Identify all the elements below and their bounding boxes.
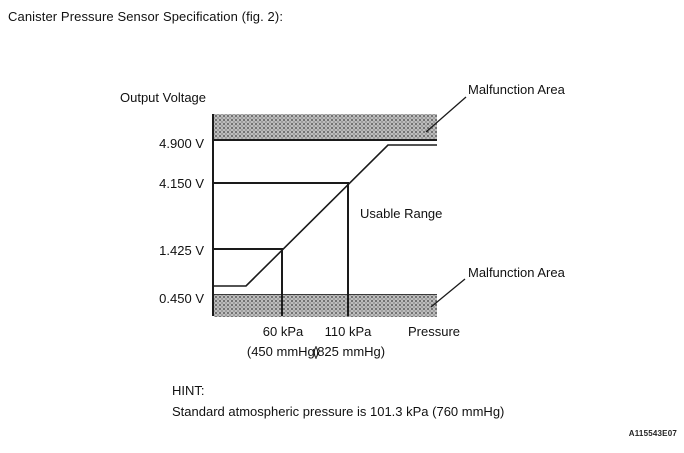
leader-line-malfunction-bottom [430, 278, 466, 308]
x-tick-label-825mmhg: (825 mmHg) [312, 344, 386, 359]
hint-label: HINT: [172, 383, 205, 398]
leader-line-malfunction-top [425, 96, 467, 133]
malfunction-area-label-top: Malfunction Area [468, 82, 565, 97]
y-tick-label-4900: 4.900 V [159, 136, 204, 151]
y-tick-label-0450: 0.450 V [159, 291, 204, 306]
y-axis-title: Output Voltage [120, 90, 207, 105]
y-tick-label-1425: 1.425 V [159, 243, 204, 258]
usable-range-label: Usable Range [360, 206, 443, 221]
hint-text: Standard atmospheric pressure is 101.3 k… [172, 404, 505, 419]
figure-id: A115543E07 [628, 429, 677, 438]
reference-line-4150mv [213, 182, 349, 184]
malfunction-area-label-bottom: Malfunction Area [468, 265, 565, 280]
malfunction-band-bottom [214, 294, 437, 317]
x-axis-title: Pressure [408, 324, 461, 339]
reference-line-1425mv [213, 248, 283, 250]
tick-line-110kpa [347, 182, 349, 316]
y-tick-label-4150: 4.150 V [159, 176, 204, 191]
sensor-output-curve [213, 144, 437, 287]
tick-line-60kpa [281, 248, 283, 316]
malfunction-band-top [214, 114, 437, 141]
x-tick-label-60kpa: 60 kPa [262, 324, 304, 339]
x-tick-label-110kpa: 110 kPa [324, 324, 372, 339]
page-title: Canister Pressure Sensor Specification (… [8, 9, 284, 24]
x-tick-label-450mmhg: (450 mmHg) [246, 344, 320, 359]
y-axis-line [212, 114, 214, 316]
